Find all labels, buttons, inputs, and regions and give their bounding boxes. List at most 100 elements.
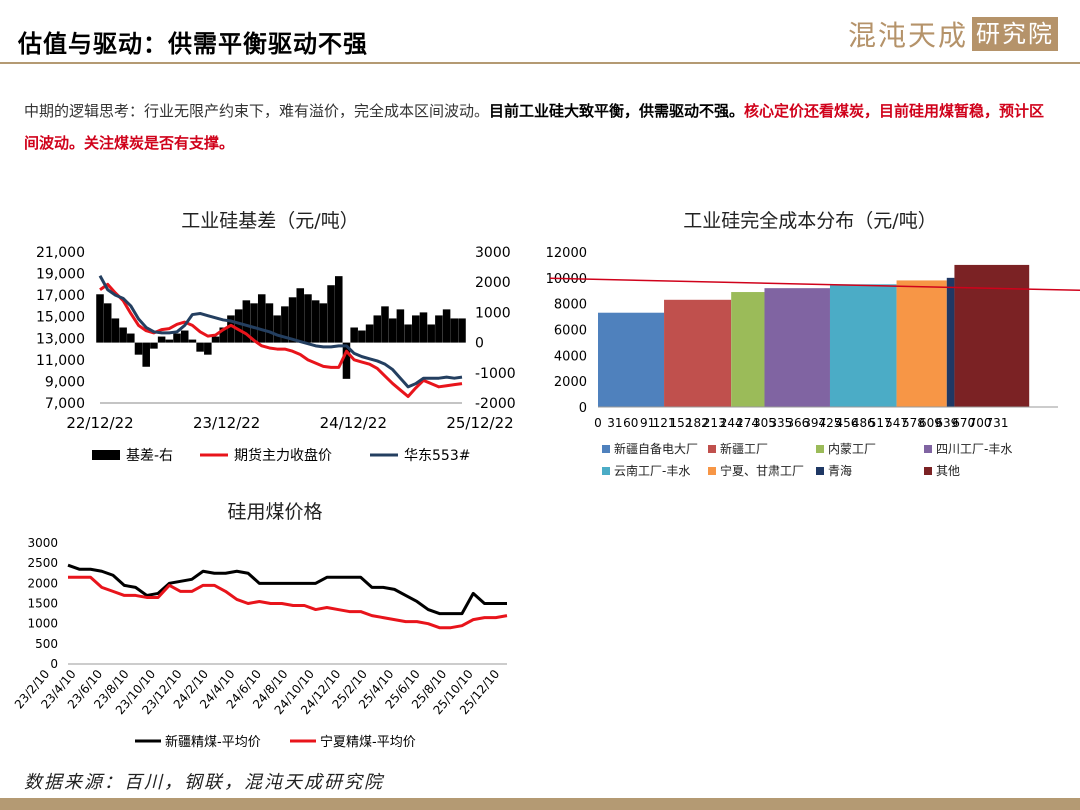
basis-bar bbox=[234, 309, 243, 343]
x-tick-label: 24/12/22 bbox=[320, 414, 387, 432]
summary-part2: 目前工业硅大致平衡，供需驱动不强。 bbox=[489, 102, 745, 120]
y-right-tick-label: 3000 bbox=[475, 245, 511, 261]
y-left-tick-label: 13,000 bbox=[36, 331, 85, 347]
chart-title: 硅用煤价格 bbox=[227, 501, 322, 523]
cost-bar bbox=[764, 288, 830, 407]
title-divider bbox=[0, 62, 1080, 64]
basis-bar bbox=[281, 306, 289, 343]
x-tick-label: 486 bbox=[852, 416, 875, 430]
basis-bar bbox=[196, 342, 204, 352]
legend-swatch bbox=[602, 467, 610, 475]
series-line-huadong553 bbox=[98, 275, 463, 389]
x-tick-label: 0 bbox=[594, 416, 602, 430]
x-tick-label: 152 bbox=[670, 416, 693, 430]
x-tick-label: 31 bbox=[607, 416, 622, 430]
y-left-tick-label: 15,000 bbox=[36, 310, 85, 326]
summary-part3: 核心定价还看煤炭，目前硅用煤暂稳，预计区间波动。关注煤炭是否有支撑。 bbox=[24, 102, 1045, 152]
x-tick-label: 639 bbox=[935, 416, 958, 430]
basis-bar bbox=[296, 288, 305, 343]
cost-bar bbox=[946, 277, 955, 407]
basis-bar bbox=[311, 300, 320, 343]
legend-swatch bbox=[602, 445, 610, 453]
basis-bar bbox=[157, 336, 166, 343]
basis-bar bbox=[211, 336, 220, 343]
cost-bar bbox=[598, 312, 665, 407]
chart-title: 工业硅完全成本分布（元/吨） bbox=[683, 210, 936, 232]
x-tick-label: 456 bbox=[835, 416, 858, 430]
legend-label: 基差-右 bbox=[126, 447, 173, 464]
legend-label: 新疆自备电大厂 bbox=[614, 441, 698, 456]
legend-label: 其他 bbox=[936, 464, 960, 478]
x-tick-label: 397 bbox=[803, 416, 826, 430]
y-tick-label: 3000 bbox=[27, 536, 58, 550]
series-line-xinjiang bbox=[67, 563, 507, 616]
x-tick-label: 547 bbox=[885, 416, 908, 430]
basis-bar bbox=[103, 303, 112, 343]
basis-bar bbox=[257, 294, 266, 343]
x-tick-label: 182 bbox=[686, 416, 709, 430]
x-tick-label: 213 bbox=[703, 416, 726, 430]
x-tick-label: 517 bbox=[869, 416, 892, 430]
cost-bar bbox=[954, 264, 1030, 407]
y-tick-label: 0 bbox=[579, 401, 587, 416]
legend-label: 青海 bbox=[828, 463, 852, 478]
basis-bar bbox=[219, 327, 228, 343]
legend-label: 四川工厂-丰水 bbox=[936, 442, 1012, 456]
x-tick-label: 700 bbox=[969, 416, 992, 430]
basis-bar bbox=[388, 318, 397, 343]
basis-bar bbox=[427, 324, 435, 343]
basis-bar bbox=[381, 306, 389, 343]
x-tick-label: 91 bbox=[640, 416, 655, 430]
basis-bar bbox=[342, 342, 351, 379]
logo-seal: 研究院 bbox=[972, 17, 1058, 51]
logo-text: 混沌天成 bbox=[847, 19, 968, 52]
y-left-tick-label: 7,000 bbox=[45, 396, 85, 412]
summary-part1: 中期的逻辑思考：行业无限产约束下，难有溢价，完全成本区间波动。 bbox=[24, 102, 490, 120]
x-tick-label: 22/12/22 bbox=[66, 414, 133, 432]
legend-swatch bbox=[924, 445, 932, 453]
basis-bar bbox=[250, 303, 258, 343]
basis-bar bbox=[327, 285, 335, 343]
basis-bar bbox=[334, 276, 343, 343]
footer-bar bbox=[0, 798, 1080, 810]
basis-bar bbox=[396, 309, 405, 343]
y-tick-label: 6000 bbox=[554, 324, 587, 339]
x-tick-label: 425 bbox=[819, 416, 842, 430]
basis-bar bbox=[142, 342, 150, 367]
y-right-tick-label: -2000 bbox=[475, 396, 516, 412]
summary-text: 中期的逻辑思考：行业无限产约束下，难有溢价，完全成本区间波动。目前工业硅大致平衡… bbox=[24, 95, 1059, 159]
x-tick-label: 609 bbox=[919, 416, 942, 430]
basis-bar bbox=[180, 330, 189, 343]
coal-price-chart: 硅用煤价格05001000150020002500300023/2/1023/4… bbox=[12, 501, 508, 750]
x-tick-label: 60 bbox=[623, 416, 638, 430]
basis-bar bbox=[134, 342, 143, 355]
chart-title: 工业硅基差（元/吨） bbox=[181, 210, 358, 232]
x-tick-label: 335 bbox=[769, 416, 792, 430]
data-source: 数据来源：百川，钢联，混沌天成研究院 bbox=[24, 772, 384, 793]
basis-bar bbox=[165, 339, 174, 343]
y-tick-label: 500 bbox=[35, 637, 58, 651]
legend-swatch bbox=[924, 467, 932, 475]
basis-bar bbox=[288, 297, 297, 343]
y-tick-label: 1000 bbox=[27, 617, 58, 631]
cost-bar bbox=[896, 280, 947, 407]
series-line-ningxia bbox=[68, 575, 508, 630]
y-right-tick-label: 1000 bbox=[475, 305, 511, 321]
legend-label: 内蒙工厂 bbox=[828, 442, 876, 456]
x-tick-label: 244 bbox=[720, 416, 743, 430]
basis-bar bbox=[458, 318, 466, 343]
basis-bar bbox=[404, 324, 412, 343]
basis-bar bbox=[242, 300, 251, 343]
legend-swatch bbox=[92, 450, 120, 460]
legend-swatch bbox=[816, 445, 824, 453]
y-right-tick-label: -1000 bbox=[475, 366, 516, 382]
y-tick-label: 12000 bbox=[546, 246, 587, 261]
basis-bar bbox=[265, 303, 274, 343]
legend-label: 云南工厂-丰水 bbox=[614, 463, 690, 478]
cost-bar bbox=[829, 284, 897, 407]
basis-bar bbox=[127, 333, 135, 343]
legend-label: 期货主力收盘价 bbox=[234, 447, 332, 464]
y-right-tick-label: 0 bbox=[475, 336, 484, 352]
legend-label: 华东553# bbox=[404, 448, 470, 464]
y-tick-label: 4000 bbox=[554, 349, 587, 364]
